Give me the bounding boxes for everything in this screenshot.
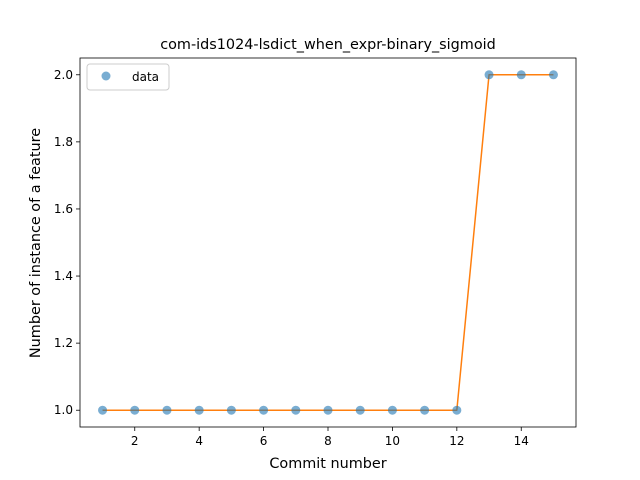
data-point (549, 70, 558, 79)
x-tick-label: 12 (449, 434, 464, 448)
data-point (420, 406, 429, 415)
y-tick-label: 1.0 (54, 403, 73, 417)
data-point (130, 406, 139, 415)
y-tick-label: 1.8 (54, 135, 73, 149)
data-point (291, 406, 300, 415)
plot-area (80, 58, 576, 427)
x-tick-label: 8 (324, 434, 332, 448)
x-tick-label: 6 (260, 434, 268, 448)
data-point (452, 406, 461, 415)
data-point (98, 406, 107, 415)
x-tick-label: 2 (131, 434, 139, 448)
data-point (356, 406, 365, 415)
legend: data (87, 64, 169, 90)
y-tick-label: 2.0 (54, 68, 73, 82)
data-point (162, 406, 171, 415)
chart-title: com-ids1024-lsdict_when_expr-binary_sigm… (160, 37, 496, 53)
y-tick-label: 1.2 (54, 336, 73, 350)
data-point (388, 406, 397, 415)
y-tick-label: 1.4 (54, 269, 73, 283)
x-tick-label: 10 (385, 434, 400, 448)
x-tick-label: 4 (195, 434, 203, 448)
data-point (259, 406, 268, 415)
y-tick-label: 1.6 (54, 202, 73, 216)
data-point (195, 406, 204, 415)
data-point (227, 406, 236, 415)
data-point (485, 70, 494, 79)
legend-marker (102, 72, 111, 81)
x-tick-label: 14 (514, 434, 529, 448)
y-axis-label: Number of instance of a feature (28, 128, 44, 358)
x-axis-label: Commit number (269, 456, 386, 472)
data-point (517, 70, 526, 79)
legend-label: data (132, 70, 159, 84)
data-point (324, 406, 333, 415)
